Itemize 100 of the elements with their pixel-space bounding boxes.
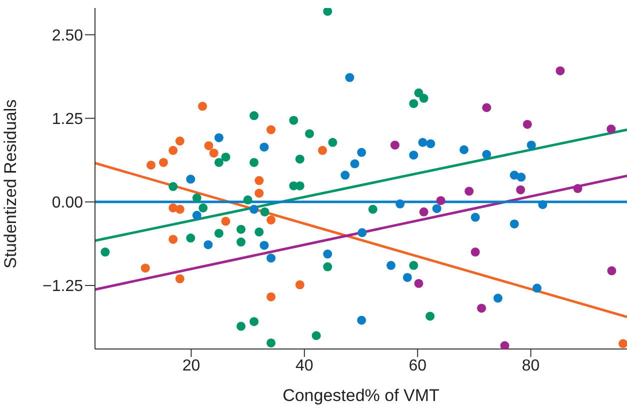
point (266, 125, 276, 134)
point (175, 204, 184, 214)
point (477, 304, 486, 313)
point (175, 136, 184, 146)
point (432, 204, 442, 214)
point (295, 280, 304, 290)
point (516, 172, 526, 182)
point (323, 8, 332, 16)
point (236, 224, 246, 234)
point (402, 272, 412, 282)
point (323, 250, 332, 259)
x-tick-label: 60 (408, 357, 427, 374)
point (606, 124, 616, 134)
y-tick-label: 0.00 (52, 194, 84, 212)
point (266, 215, 276, 224)
x-tick-label: 40 (296, 357, 314, 374)
point (214, 158, 224, 167)
y-tick-label: 2.50 (52, 27, 84, 44)
point (168, 234, 178, 244)
point (345, 73, 354, 82)
point (318, 146, 328, 155)
x-tick-label: 20 (182, 357, 200, 374)
point (198, 102, 208, 111)
point (409, 260, 418, 270)
x-axis-title: Congested% of VMT (282, 386, 440, 405)
point (323, 262, 332, 272)
point (260, 142, 269, 152)
point (470, 212, 480, 222)
point (140, 264, 150, 273)
point (357, 316, 366, 325)
point (409, 150, 418, 160)
point (436, 196, 446, 206)
point (266, 338, 276, 348)
point (243, 195, 252, 204)
point (175, 274, 184, 284)
point (146, 160, 156, 170)
point (526, 140, 536, 150)
point (556, 66, 565, 76)
point (168, 146, 178, 155)
point (214, 133, 224, 142)
point (328, 138, 338, 147)
point (186, 234, 196, 243)
point (168, 182, 178, 192)
point (305, 129, 314, 138)
point (396, 199, 405, 208)
point (419, 94, 428, 103)
point (409, 99, 418, 108)
point (358, 228, 367, 238)
point (464, 186, 474, 196)
point (426, 139, 436, 148)
point (250, 204, 259, 214)
point (254, 227, 264, 236)
point (500, 341, 510, 349)
point (538, 200, 548, 210)
point (390, 140, 400, 150)
point (522, 120, 532, 129)
point (260, 240, 269, 250)
point (573, 184, 582, 194)
point (460, 145, 469, 154)
y-tick-label: −1.25 (42, 278, 84, 296)
point (516, 185, 526, 194)
point (254, 188, 264, 198)
point (266, 254, 276, 263)
point (204, 141, 214, 150)
point (204, 240, 213, 250)
point (357, 148, 366, 157)
point (340, 170, 350, 180)
point (209, 148, 218, 158)
x-tick-label: 80 (522, 357, 540, 374)
point (250, 158, 259, 167)
point (350, 159, 360, 168)
point (198, 203, 208, 212)
point (418, 138, 428, 147)
point (618, 339, 627, 348)
point (236, 238, 246, 247)
point (221, 216, 230, 226)
point (482, 103, 492, 112)
point (236, 322, 246, 331)
point (368, 204, 378, 214)
point (158, 158, 168, 167)
point (192, 193, 202, 202)
point (186, 174, 196, 184)
point (419, 207, 428, 216)
point (470, 248, 480, 257)
point (295, 154, 304, 164)
point (289, 116, 298, 125)
y-axis-title: Studentized Residuals (1, 99, 20, 268)
point (266, 292, 276, 302)
point (250, 111, 259, 120)
y-tick-label: 1.25 (52, 111, 84, 128)
point (386, 260, 396, 270)
point (254, 176, 264, 186)
point (214, 228, 224, 238)
point (260, 207, 270, 216)
point (414, 278, 424, 288)
point (426, 312, 435, 321)
point (482, 150, 492, 159)
point (221, 152, 230, 162)
point (532, 284, 542, 293)
point (607, 266, 616, 276)
